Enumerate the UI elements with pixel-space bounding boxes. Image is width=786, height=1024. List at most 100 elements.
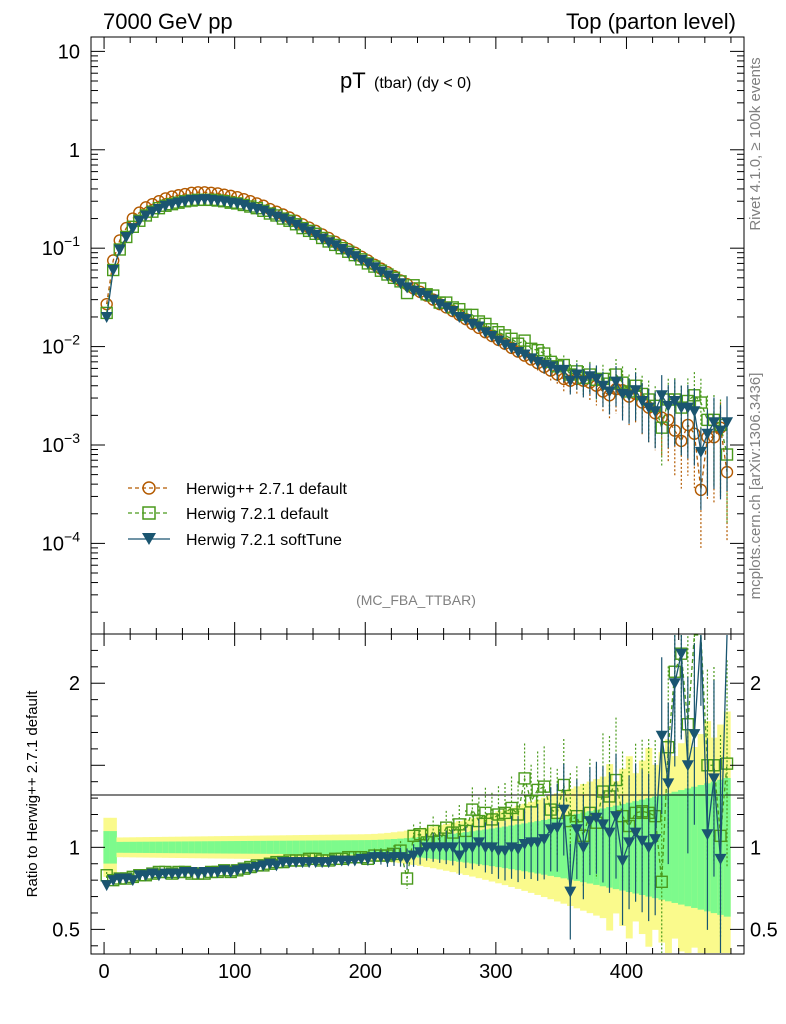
ratio-marks (100, 634, 734, 953)
ratio-point (512, 843, 525, 855)
ratio-ytick-label: 0.5 (52, 919, 80, 941)
data-point (629, 385, 642, 397)
ratio-point (407, 829, 420, 843)
ytick-label: 10−3 (42, 430, 80, 457)
band-inner (279, 840, 287, 854)
band-inner (188, 841, 196, 854)
band-inner (292, 840, 300, 855)
data-point (596, 380, 609, 392)
ratio-point (707, 773, 720, 785)
data-point (564, 375, 577, 387)
ratio-point (538, 834, 551, 846)
legend-label-herwig721: Herwig 7.2.1 default (186, 506, 329, 523)
ratio-point (479, 806, 492, 820)
ytick-label: 1 (69, 140, 80, 162)
ytick-label: 10−2 (42, 332, 80, 359)
band-inner (345, 840, 352, 855)
band-inner (325, 840, 333, 855)
ratio-point (714, 853, 727, 865)
ratio-point (400, 872, 414, 885)
main-panel: 10 1 10−1 10−2 10−3 10−4 pT (tbar) (dy < 0) (… (42, 36, 745, 635)
ratio-point (655, 730, 668, 742)
data-point (649, 406, 662, 418)
data-point (440, 302, 453, 314)
ratio-ytick-label-right: 2 (750, 673, 761, 695)
xtick-labels: 0 100 200 300 400 (98, 961, 643, 983)
ratio-point (668, 678, 681, 690)
data-point (701, 428, 714, 440)
ratio-point (100, 880, 113, 892)
data-point (420, 290, 433, 302)
series-line (106, 191, 728, 490)
data-point (446, 305, 459, 317)
data-point (610, 376, 623, 388)
ytick-label: 10 (58, 41, 80, 63)
band-inner (155, 841, 163, 854)
series-line (106, 198, 728, 453)
band-inner (142, 841, 150, 853)
data-point (283, 216, 296, 228)
ratio-point (603, 827, 616, 839)
ratio-point (492, 808, 505, 821)
mcplots-label: mcplots.cern.ch [arXiv:1306.3436] (747, 373, 764, 600)
ratio-ytick-label-right: 0.5 (750, 919, 778, 941)
data-point (335, 244, 348, 256)
ratio-ticks (91, 634, 744, 954)
data-point (329, 240, 342, 252)
rivet-version-label: Rivet 4.1.0, ≥ 100k events (747, 57, 764, 230)
data-point (361, 258, 374, 270)
band-inner (253, 840, 261, 854)
band-inner (305, 840, 313, 855)
ytick-label: 10−4 (42, 528, 80, 555)
ratio-point (655, 875, 668, 888)
ratio-point (414, 847, 427, 859)
data-point (322, 237, 335, 249)
data-point (120, 231, 133, 243)
data-point (381, 270, 394, 282)
band-inner (318, 840, 326, 855)
data-point (257, 205, 270, 217)
data-point (368, 262, 381, 274)
ratio-point (596, 819, 609, 831)
band-inner (377, 839, 385, 855)
band-inner (338, 840, 346, 855)
data-point (374, 266, 387, 278)
ratio-point (537, 780, 551, 793)
ratio-point (681, 760, 694, 772)
band-inner (214, 841, 222, 854)
data-point (525, 353, 538, 365)
data-point (694, 396, 708, 409)
band-inner (247, 840, 254, 854)
band-inner (201, 841, 209, 854)
data-point (459, 314, 472, 326)
data-point (263, 208, 276, 220)
series-3 (100, 194, 734, 510)
ratio-point (636, 835, 649, 847)
ratio-point (413, 828, 427, 841)
data-point (479, 327, 492, 339)
xtick-label: 200 (349, 961, 382, 983)
data-point (152, 204, 165, 216)
data-point (688, 406, 701, 418)
band-inner (671, 791, 679, 903)
data-point (133, 215, 146, 227)
data-point (577, 375, 590, 387)
band-inner (162, 841, 170, 854)
ratio-ytick-label: 2 (69, 673, 80, 695)
band-inner (234, 841, 241, 854)
ratio-point (590, 812, 603, 824)
data-point (721, 417, 734, 429)
series-2 (100, 193, 734, 524)
band-inner (358, 840, 366, 855)
ratio-point (623, 837, 636, 849)
data-point (544, 361, 557, 373)
band-inner (207, 841, 215, 854)
plot-title-sub: (tbar) (dy < 0) (374, 75, 471, 92)
data-point (492, 335, 505, 347)
analysis-tag: (MC_FBA_TTBAR) (356, 592, 476, 608)
data-point (146, 206, 159, 218)
ratio-point (551, 822, 564, 834)
band-inner (175, 841, 183, 854)
data-point (276, 213, 289, 225)
